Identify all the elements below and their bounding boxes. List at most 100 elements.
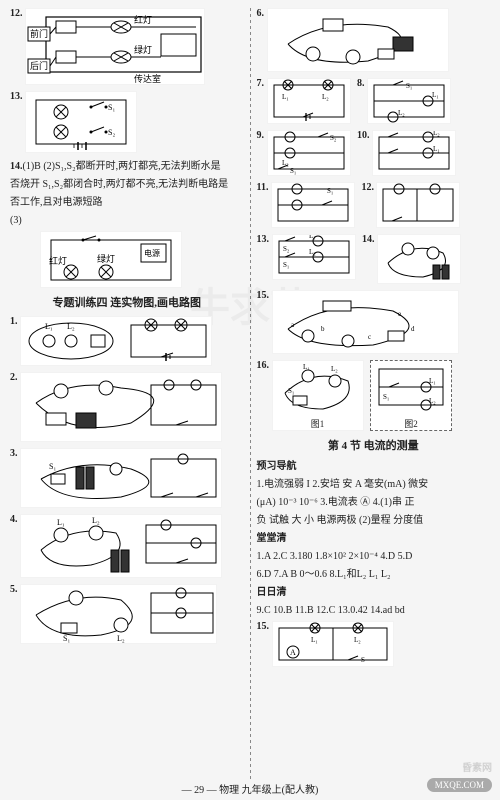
- svg-text:d: d: [411, 325, 415, 333]
- q12-number: 12.: [10, 8, 23, 19]
- q12r-diagram: [376, 182, 460, 228]
- daily-line1: 9.C 10.B 11.B 12.C 13.0.42 14.ad bd: [257, 603, 491, 619]
- item-d15: 15. A L₁ L₂ S: [257, 621, 491, 667]
- preview-heading: 预习导航: [257, 459, 491, 475]
- left-column: 12. 前门 后门 红灯 绿灯: [6, 8, 248, 780]
- item-14: 14.(1)B (2)S₁,S₂都断开时,两灯都亮,无法判断水是 否烧开 S₁,…: [10, 159, 244, 288]
- item-15: 15. a b c d e: [257, 290, 491, 354]
- item-2: 2.: [10, 372, 244, 442]
- item-16: 16. S₁ L₁ L₂ 图1 S₁: [257, 360, 491, 431]
- q14-diagram: 红灯 绿灯 电源: [40, 231, 182, 288]
- q3-diagram: S₁: [20, 448, 222, 508]
- q12-red-label: 红灯: [134, 14, 152, 25]
- section-title-training4: 专题训练四 连实物图,画电路图: [10, 294, 244, 310]
- q6-number: 6.: [257, 8, 265, 19]
- svg-text:L₁: L₁: [429, 377, 436, 385]
- q2-diagram: [20, 372, 222, 442]
- svg-text:L₁: L₁: [57, 518, 65, 527]
- svg-text:L₂: L₂: [117, 634, 125, 643]
- class-line1: 1.A 2.C 3.180 1.8×10² 2×10⁻⁴ 4.D 5.D: [257, 549, 491, 565]
- svg-text:S: S: [361, 656, 365, 664]
- svg-text:L₂: L₂: [354, 636, 361, 644]
- q6-diagram: [267, 8, 449, 72]
- q14-text4: (3): [10, 213, 244, 229]
- q5-diagram: S₁ L₂: [20, 584, 217, 644]
- q13r-diagram: L₁ S₂ L₂ S₁: [272, 234, 356, 280]
- svg-text:L₂: L₂: [309, 248, 316, 256]
- page-footer: — 29 — 物理 九年级上(配人教): [0, 781, 500, 796]
- svg-text:L₂: L₂: [331, 365, 338, 373]
- q1-diagram: L₁ L₂: [20, 316, 212, 366]
- q4-number: 4.: [10, 514, 18, 525]
- q10-diagram: L₂ L₁: [372, 130, 456, 176]
- svg-text:S₁: S₁: [406, 82, 412, 90]
- svg-text:L₁: L₁: [309, 235, 316, 240]
- fig2-label: 图2: [371, 417, 451, 430]
- svg-text:S₁: S₁: [108, 103, 115, 112]
- q16-number: 16.: [257, 360, 270, 371]
- svg-text:L₂: L₂: [398, 109, 405, 117]
- item-3: 3. S₁: [10, 448, 244, 508]
- d15-number: 15.: [257, 621, 270, 632]
- q7-number: 7.: [257, 78, 265, 89]
- q2-number: 2.: [10, 372, 18, 383]
- svg-text:L₁: L₁: [282, 93, 289, 101]
- q14-source-label: 电源: [144, 248, 160, 258]
- q14-text2: 否烧开 S₁,S₂都闭合时,两灯都不亮,无法判断电路是: [10, 177, 244, 193]
- svg-text:S₂: S₂: [108, 128, 115, 137]
- preview-line2: (μA) 10⁻³ 10⁻⁶ 3.电流表 Ⓐ 4.(1)串 正: [257, 495, 491, 511]
- q16-diagram1: S₁ L₁ L₂ 图1: [272, 360, 364, 431]
- svg-text:S₁: S₁: [383, 393, 389, 401]
- q8-diagram: S₁ L₁ L₂: [367, 78, 451, 124]
- q13r-number: 13.: [257, 234, 270, 245]
- q7-diagram: L₁ L₂: [267, 78, 351, 124]
- svg-text:c: c: [368, 333, 371, 341]
- q15-diagram: a b c d e: [272, 290, 459, 354]
- item-4: 4. L₁ L₂: [10, 514, 244, 578]
- item-12: 12. 前门 后门 红灯 绿灯: [10, 8, 244, 85]
- q16-diagram2: S₁ L₁ L₂ 图2: [370, 360, 452, 431]
- row-13-14: 13. L₁ S₂ L₂ S₁ 14.: [257, 234, 491, 284]
- svg-text:S₁: S₁: [49, 462, 56, 471]
- q15-number: 15.: [257, 290, 270, 301]
- svg-text:L₂: L₂: [429, 397, 436, 405]
- q14-text1: (1)B (2)S₁,S₂都断开时,两灯都亮,无法判断水是: [23, 161, 221, 172]
- svg-text:L₁: L₁: [432, 91, 439, 99]
- preview-line3: 负 试触 大 小 电源两极 (2)量程 分度值: [257, 513, 491, 529]
- page-container: 12. 前门 后门 红灯 绿灯: [0, 0, 500, 800]
- svg-text:S₁: S₁: [63, 634, 70, 643]
- svg-text:S₁: S₁: [327, 187, 333, 195]
- column-divider: [250, 8, 251, 780]
- section-4-title: 第 4 节 电流的测量: [257, 437, 491, 453]
- q4-diagram: L₁ L₂: [20, 514, 222, 578]
- q1-number: 1.: [10, 316, 18, 327]
- q12r-number: 12.: [361, 182, 374, 193]
- q14r-number: 14.: [362, 234, 375, 245]
- item-5: 5. S₁ L₂: [10, 584, 244, 644]
- svg-text:L₂: L₂: [433, 131, 440, 137]
- svg-text:L₂: L₂: [67, 322, 75, 331]
- q14-red-label: 红灯: [49, 255, 67, 266]
- row-11-12: 11. S₁ 12.: [257, 182, 491, 228]
- q12-back-label: 后门: [30, 60, 48, 71]
- preview-line1: 1.电流强弱 I 2.安培 安 A 毫安(mA) 微安: [257, 477, 491, 493]
- q3-number: 3.: [10, 448, 18, 459]
- svg-text:e: e: [398, 310, 401, 318]
- q11-diagram: S₁: [271, 182, 355, 228]
- q9-diagram: S₂ L₂ S₁: [267, 130, 351, 176]
- item-6: 6.: [257, 8, 491, 72]
- svg-text:S₁: S₁: [283, 261, 289, 269]
- fig1-label: 图1: [273, 417, 363, 430]
- class-line2: 6.D 7.A B 0～0.6 8.L₁和L₂ L₁ L₂: [257, 567, 491, 583]
- svg-text:A: A: [290, 648, 296, 657]
- q12-green-label: 绿灯: [134, 44, 152, 55]
- right-column: 6. 7.: [253, 8, 495, 780]
- svg-text:S₁: S₁: [290, 167, 296, 175]
- svg-text:L₂: L₂: [322, 93, 329, 101]
- q12-front-label: 前门: [30, 28, 48, 39]
- svg-text:S₁: S₁: [288, 387, 294, 395]
- watermark-brand: 昏素网: [462, 759, 492, 774]
- q14-text3: 否工作,且对电源短路: [10, 195, 244, 211]
- svg-text:L₁: L₁: [45, 322, 53, 331]
- q12-room-label: 传达室: [134, 73, 161, 84]
